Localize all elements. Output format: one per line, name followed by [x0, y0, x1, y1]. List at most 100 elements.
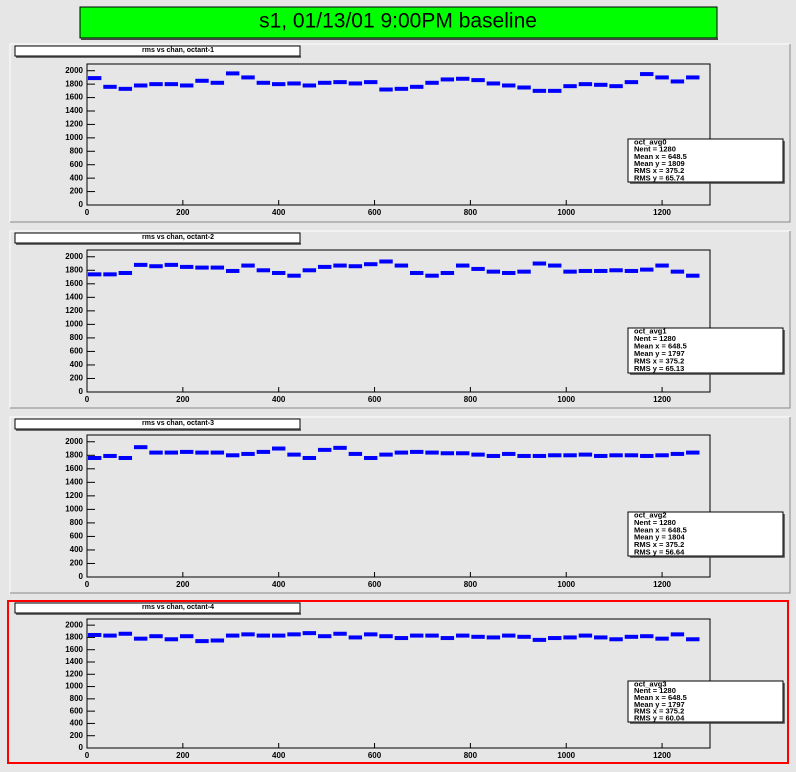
point [118, 270, 133, 275]
point [640, 453, 654, 458]
x-tick-label: 0 [85, 208, 90, 217]
x-tick-label: 800 [464, 208, 478, 217]
point [578, 268, 593, 273]
point [548, 453, 562, 458]
pad-title-box [14, 45, 301, 57]
y-tick-label: 1200 [65, 491, 83, 500]
point [225, 71, 240, 76]
point [149, 82, 163, 87]
point [317, 447, 332, 452]
x-tick-label: 1200 [653, 580, 671, 589]
point [256, 449, 271, 454]
pad-shadow [10, 417, 791, 594]
point [394, 86, 409, 91]
y-tick-label: 600 [70, 706, 84, 715]
point [578, 82, 593, 87]
point [670, 632, 685, 637]
point [670, 269, 685, 274]
point [256, 633, 271, 638]
point [578, 633, 593, 638]
x-tick-label: 400 [272, 395, 286, 404]
point [87, 76, 102, 81]
point [363, 262, 378, 267]
x-tick-label: 200 [176, 395, 190, 404]
y-tick-label: 1000 [65, 504, 83, 513]
point [379, 259, 393, 264]
point [425, 450, 439, 455]
y-tick-label: 2000 [65, 66, 83, 75]
y-tick-label: 2000 [65, 252, 83, 261]
x-tick-label: 0 [85, 580, 90, 589]
stats-box [627, 680, 784, 723]
point [670, 451, 685, 456]
point [456, 451, 470, 456]
point [563, 453, 577, 458]
point [348, 264, 363, 269]
stats-line: RMS x = 375.2 [634, 707, 684, 716]
point [225, 268, 240, 273]
point [440, 270, 455, 275]
pad-title: rms vs chan, octant-3 [142, 420, 214, 427]
point [532, 453, 547, 458]
stats-line: Nent = 1280 [634, 686, 676, 695]
stats-box [627, 511, 784, 557]
point [133, 262, 148, 267]
point [456, 76, 470, 81]
point [225, 453, 240, 458]
point [517, 453, 531, 458]
y-tick-label: 1600 [65, 93, 83, 102]
point [686, 450, 700, 455]
x-tick-label: 600 [368, 208, 382, 217]
point [179, 83, 194, 88]
y-tick-label: 1600 [65, 464, 83, 473]
point [624, 268, 639, 273]
point [578, 452, 593, 457]
y-tick-label: 1000 [65, 133, 83, 142]
y-tick-label: 1800 [65, 79, 83, 88]
x-tick-label: 200 [176, 580, 190, 589]
y-tick-label: 0 [79, 743, 84, 752]
y-tick-label: 400 [70, 545, 84, 554]
y-tick-label: 200 [70, 731, 84, 740]
point [363, 455, 378, 460]
point [425, 633, 439, 638]
stats-line: Mean y = 1797 [634, 349, 685, 358]
x-tick-label: 1000 [557, 751, 575, 760]
point [179, 264, 194, 269]
point [210, 638, 225, 643]
point [440, 77, 455, 82]
point [624, 634, 639, 639]
stats-line: Mean x = 648.5 [634, 525, 687, 534]
y-tick-label: 0 [79, 200, 84, 209]
point [379, 452, 393, 457]
point [563, 635, 577, 640]
y-tick-label: 1600 [65, 645, 83, 654]
point [502, 83, 516, 88]
point [410, 633, 424, 638]
point [686, 273, 700, 278]
point [640, 634, 654, 639]
point [149, 450, 163, 455]
point [394, 263, 409, 268]
point [195, 78, 209, 83]
point [103, 453, 117, 458]
y-tick-label: 600 [70, 347, 84, 356]
point [686, 637, 700, 642]
point [502, 270, 516, 275]
point [348, 635, 363, 640]
point [517, 269, 531, 274]
point [363, 632, 378, 637]
x-tick-label: 600 [368, 395, 382, 404]
point [333, 631, 347, 636]
pad-title: rms vs chan, octant-2 [142, 234, 214, 241]
y-tick-label: 400 [70, 360, 84, 369]
point [594, 82, 608, 87]
y-tick-label: 2000 [65, 437, 83, 446]
x-tick-label: 1200 [653, 751, 671, 760]
x-tick-label: 200 [176, 751, 190, 760]
point [118, 86, 133, 91]
stats-shadow [630, 514, 785, 558]
y-tick-label: 800 [70, 333, 84, 342]
point [271, 82, 286, 87]
x-tick-label: 400 [272, 580, 286, 589]
